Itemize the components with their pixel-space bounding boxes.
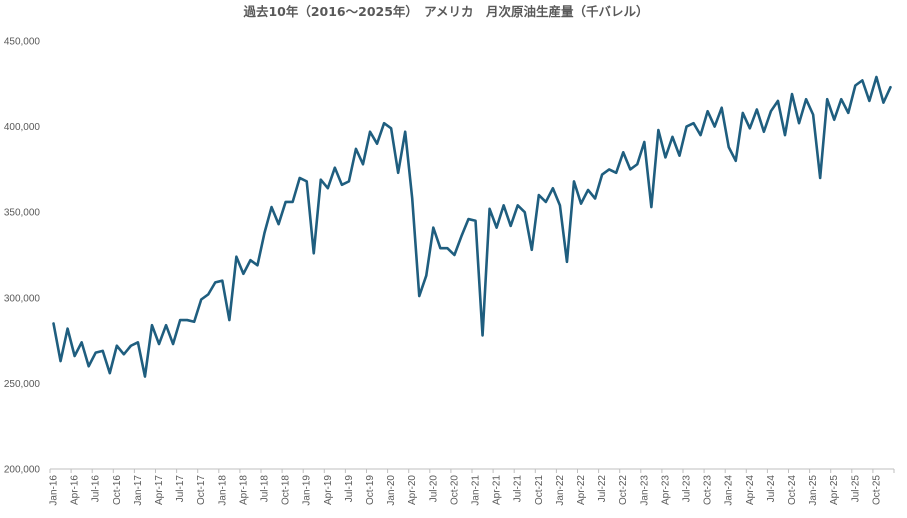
x-tick-label: Oct-17: [196, 475, 207, 505]
y-tick-label: 300,000: [4, 293, 41, 304]
x-tick-label: Oct-21: [534, 475, 545, 505]
x-tick-label: Oct-24: [787, 475, 798, 505]
x-tick-label: Jan-20: [386, 475, 397, 506]
x-tick-label: Apr-21: [492, 475, 503, 505]
x-axis: Jan-16 Apr-16 Jul-16 Oct-16 Jan-17 Apr-17 Jul-…: [49, 468, 895, 506]
x-tick-label: Jan-18: [217, 475, 228, 506]
x-tick-label: Jul-22: [597, 475, 608, 503]
series-line: [52, 75, 892, 378]
x-tick-label: Apr-23: [660, 475, 671, 505]
y-tick-label: 200,000: [4, 465, 41, 476]
x-tick-label: Jan-25: [808, 475, 819, 506]
y-tick-label: 350,000: [4, 208, 41, 219]
chart-title: 過去10年（2016～2025年） アメリカ 月次原油生産量（千バレル）: [242, 4, 648, 19]
x-tick-label: Oct-20: [449, 475, 460, 505]
x-tick-label: Apr-25: [829, 475, 840, 505]
x-tick-label: Jul-17: [175, 475, 186, 503]
x-tick-label: Jan-17: [133, 475, 144, 506]
x-tick-label: Jan-23: [639, 475, 650, 506]
x-tick-label: Oct-22: [618, 475, 629, 505]
x-tick-label: Oct-25: [871, 475, 882, 505]
x-tick-label: Oct-16: [112, 475, 123, 505]
x-tick-label: Jul-23: [682, 475, 693, 503]
x-tick-label: Apr-24: [745, 475, 756, 505]
x-tick-label: Apr-20: [407, 475, 418, 505]
x-tick-label: Oct-23: [703, 475, 714, 505]
x-tick-label: Apr-19: [323, 475, 334, 505]
x-tick-label: Jan-19: [302, 475, 313, 506]
x-tick-label: Jan-22: [555, 475, 566, 506]
x-tick-label: Apr-22: [576, 475, 587, 505]
series-layer: [52, 75, 892, 378]
x-tick-label: Apr-18: [238, 475, 249, 505]
x-tick-label: Jul-16: [91, 475, 102, 503]
x-tick-label: Jul-25: [850, 475, 861, 503]
x-tick-label: Apr-16: [70, 475, 81, 505]
x-tick-label: Jul-24: [766, 475, 777, 503]
x-tick-label: Jul-19: [344, 475, 355, 503]
y-tick-label: 450,000: [4, 37, 41, 48]
x-tick-label: Jul-21: [513, 475, 524, 503]
y-tick-label: 250,000: [4, 379, 41, 390]
x-tick-label: Jan-24: [724, 475, 735, 506]
y-axis: 200,000 250,000 300,000 350,000 400,000 450,0…: [4, 37, 41, 476]
x-tick-label: Jul-18: [260, 475, 271, 503]
x-tick-label: Jan-16: [49, 475, 60, 506]
x-tick-label: Jul-20: [428, 475, 439, 503]
x-tick-label: Oct-18: [281, 475, 292, 505]
y-tick-label: 400,000: [4, 122, 41, 133]
x-tick-label: Apr-17: [154, 475, 165, 505]
x-tick-label: Jan-21: [471, 475, 482, 506]
x-tick-label: Oct-19: [365, 475, 376, 505]
